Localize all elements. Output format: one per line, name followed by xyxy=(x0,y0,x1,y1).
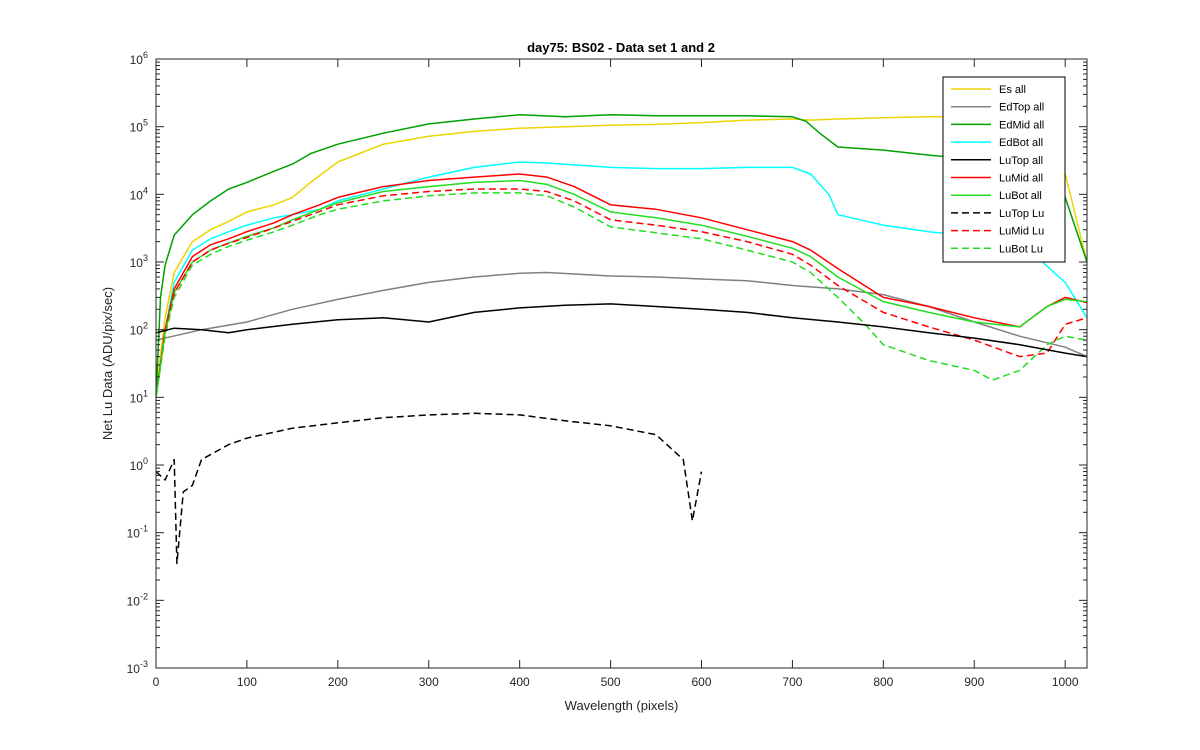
plot-area xyxy=(155,58,1088,669)
y-axis: 10-3 10-2 10-1 100 101 102 103 104 105 106 xyxy=(127,50,1087,676)
legend-label: LuBot all xyxy=(999,190,1042,202)
y-tick-label: 104 xyxy=(130,185,148,202)
x-tick-label: 700 xyxy=(782,675,802,689)
x-axis-label: Wavelength (pixels) xyxy=(565,698,679,713)
legend-label: LuBot Lu xyxy=(999,243,1043,255)
series-line-es-all xyxy=(156,116,1087,393)
series-line-lubot-lu xyxy=(156,192,1087,398)
legend-label: EdMid all xyxy=(999,119,1044,131)
legend-label: Es all xyxy=(999,84,1026,96)
legend-label: LuMid Lu xyxy=(999,226,1044,238)
series-layer xyxy=(156,114,1087,565)
series-line-lubot-all xyxy=(156,179,1087,398)
series-line-lutop-lu xyxy=(156,412,703,565)
x-tick-label: 500 xyxy=(601,675,621,689)
y-tick-label: 101 xyxy=(130,388,148,405)
x-axis: 0 100 200 300 400 500 600 700 800 900 1000 xyxy=(153,59,1079,689)
legend-label: LuTop all xyxy=(999,155,1043,167)
legend-label: EdTop all xyxy=(999,102,1044,114)
legend-label: EdBot all xyxy=(999,137,1043,149)
y-tick-label: 10-1 xyxy=(127,524,148,541)
y-tick-label: 106 xyxy=(130,50,148,67)
x-tick-label: 200 xyxy=(328,675,348,689)
plot-background xyxy=(156,59,1087,668)
legend-label: LuTop Lu xyxy=(999,208,1044,220)
plot-frame xyxy=(155,58,1088,669)
x-tick-label: 600 xyxy=(691,675,711,689)
x-tick-label: 100 xyxy=(237,675,257,689)
y-tick-label: 102 xyxy=(130,321,148,338)
series-line-edmid-all xyxy=(156,114,1087,398)
x-tick-label: 1000 xyxy=(1052,675,1079,689)
y-axis-label: Net Lu Data (ADU/pix/sec) xyxy=(100,287,115,440)
x-tick-label: 300 xyxy=(419,675,439,689)
x-tick-label: 900 xyxy=(964,675,984,689)
series-line-edbot-all xyxy=(156,161,1087,398)
series-line-lumid-all xyxy=(156,173,1087,398)
y-tick-label: 10-3 xyxy=(127,659,148,676)
y-tick-label: 10-2 xyxy=(127,591,148,608)
series-line-lumid-lu xyxy=(156,188,1087,398)
x-tick-label: 800 xyxy=(873,675,893,689)
legend: Es all EdTop all EdMid all EdBot all LuTop a… xyxy=(942,76,1066,263)
x-tick-label: 400 xyxy=(510,675,530,689)
series-line-edtop-all xyxy=(156,271,1087,358)
y-tick-label: 100 xyxy=(130,456,148,473)
chart-title: day75: BS02 - Data set 1 and 2 xyxy=(527,40,715,55)
y-tick-label: 105 xyxy=(130,118,148,135)
y-tick-label: 103 xyxy=(130,253,148,270)
x-tick-label: 0 xyxy=(153,675,160,689)
legend-label: LuMid all xyxy=(999,173,1043,185)
series-line-lutop-all xyxy=(156,303,1087,358)
